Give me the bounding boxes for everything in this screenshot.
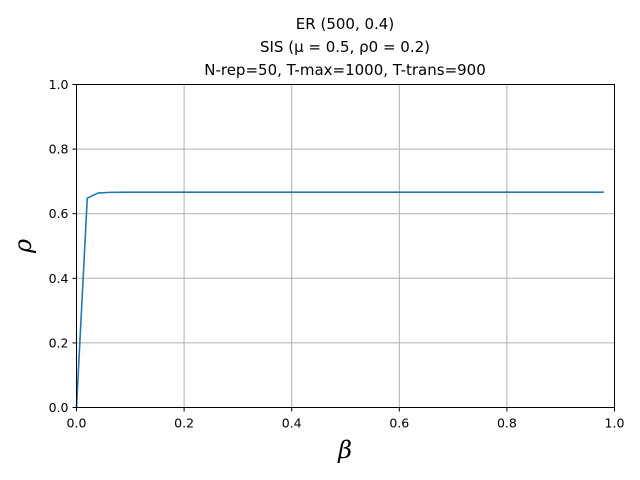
x-tick-label: 0.4 [282,416,302,431]
chart-title: ER (500, 0.4) SIS (μ = 0.5, ρ0 = 0.2) N-… [204,15,486,79]
chart-title-line-3: N-rep=50, T-max=1000, T-trans=900 [204,61,486,79]
y-axis-label: ρ [9,239,37,254]
y-tick-label: 0.2 [49,335,69,350]
chart-title-line-2: SIS (μ = 0.5, ρ0 = 0.2) [260,38,430,56]
series-line [75,191,604,408]
ticks: 0.0 0.2 0.4 0.6 0.8 1.0 0.0 0.2 0.4 0.6 0.8 1.0 [49,77,625,431]
plot-frame [76,84,615,408]
x-tick-label: 1.0 [605,416,625,431]
y-tick-label: 0.0 [49,400,69,415]
x-tick-label: 0.8 [497,416,517,431]
y-tick-label: 0.4 [49,271,69,286]
y-tick-label: 0.8 [49,142,69,157]
x-tick-label: 0.2 [174,416,194,431]
y-tick-label: 1.0 [49,77,69,92]
y-tick-label: 0.6 [49,206,69,221]
chart-title-line-1: ER (500, 0.4) [296,15,394,33]
grid [76,84,615,408]
x-tick-label: 0.6 [389,416,409,431]
x-tick-label: 0.0 [67,416,87,431]
series-layer [75,191,604,408]
x-axis-label: β [337,436,352,464]
